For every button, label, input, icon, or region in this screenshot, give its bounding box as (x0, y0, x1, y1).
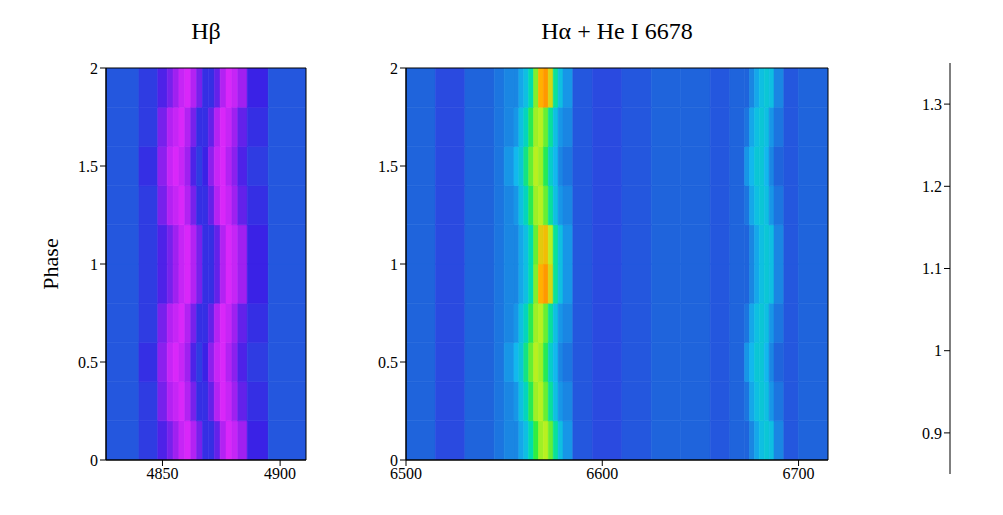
svg-text:0.5: 0.5 (378, 354, 398, 371)
svg-text:4850: 4850 (146, 465, 178, 482)
svg-text:6700: 6700 (783, 465, 815, 482)
html-text:Hα + He I 6678: Hα + He I 6678 (541, 18, 693, 44)
svg-text:6600: 6600 (586, 465, 618, 482)
svg-text:6500: 6500 (390, 465, 422, 483)
svg-text:1.5: 1.5 (378, 158, 398, 175)
svg-text:1.1: 1.1 (922, 260, 942, 277)
svg-text:1.2: 1.2 (922, 178, 942, 195)
svg-text:1: 1 (390, 256, 398, 273)
svg-text:1.3: 1.3 (922, 96, 942, 113)
svg-text:1: 1 (90, 256, 98, 273)
html-text:Hβ: Hβ (191, 18, 221, 44)
svg-text:4900: 4900 (264, 465, 296, 482)
svg-text:Phase: Phase (38, 238, 63, 289)
svg-text:1: 1 (934, 342, 942, 359)
svg-text:2: 2 (90, 60, 98, 77)
svg-text:1.5: 1.5 (78, 158, 98, 175)
svg-text:2: 2 (390, 60, 398, 77)
svg-text:0.9: 0.9 (922, 425, 942, 442)
svg-text:0: 0 (390, 452, 398, 469)
svg-text:0: 0 (90, 452, 98, 469)
svg-text:0.5: 0.5 (78, 354, 98, 371)
